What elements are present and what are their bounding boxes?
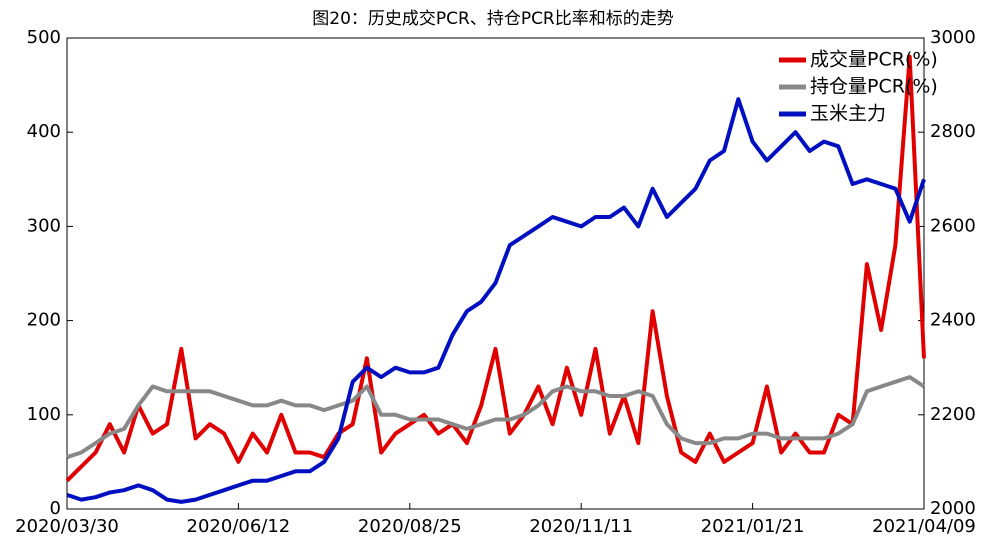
y2-tick-label: 2800 [930, 121, 976, 142]
y-tick-label: 200 [27, 310, 61, 331]
x-tick-label: 2020/11/11 [529, 516, 633, 537]
legend-label: 玉米主力 [810, 103, 886, 125]
chart-title: 图20：历史成交PCR、持仓PCR比率和标的走势 [312, 9, 674, 29]
x-tick-label: 2021/01/21 [701, 516, 805, 537]
series-line [66, 97, 926, 504]
y-tick-label: 300 [27, 215, 61, 236]
y2-tick-label: 3000 [930, 27, 976, 48]
series-line [66, 375, 926, 460]
legend-label: 持仓量PCR(%) [810, 76, 938, 98]
series-line [65, 54, 926, 483]
y2-tick-label: 2200 [930, 404, 976, 425]
x-tick-label: 2020/03/30 [15, 516, 119, 537]
legend-label: 成交量PCR(%) [810, 49, 938, 71]
x-tick-label: 2020/08/25 [358, 516, 462, 537]
x-tick-label: 2021/04/09 [872, 516, 976, 537]
y2-tick-label: 2600 [930, 215, 976, 236]
y-tick-label: 500 [27, 27, 61, 48]
y-tick-label: 0 [50, 498, 61, 519]
plot-frame [66, 37, 925, 510]
y-tick-label: 100 [27, 404, 61, 425]
x-tick-label: 2020/06/12 [187, 516, 291, 537]
y2-tick-label: 2400 [930, 310, 976, 331]
y-tick-label: 400 [27, 121, 61, 142]
y2-tick-label: 2000 [930, 498, 976, 519]
